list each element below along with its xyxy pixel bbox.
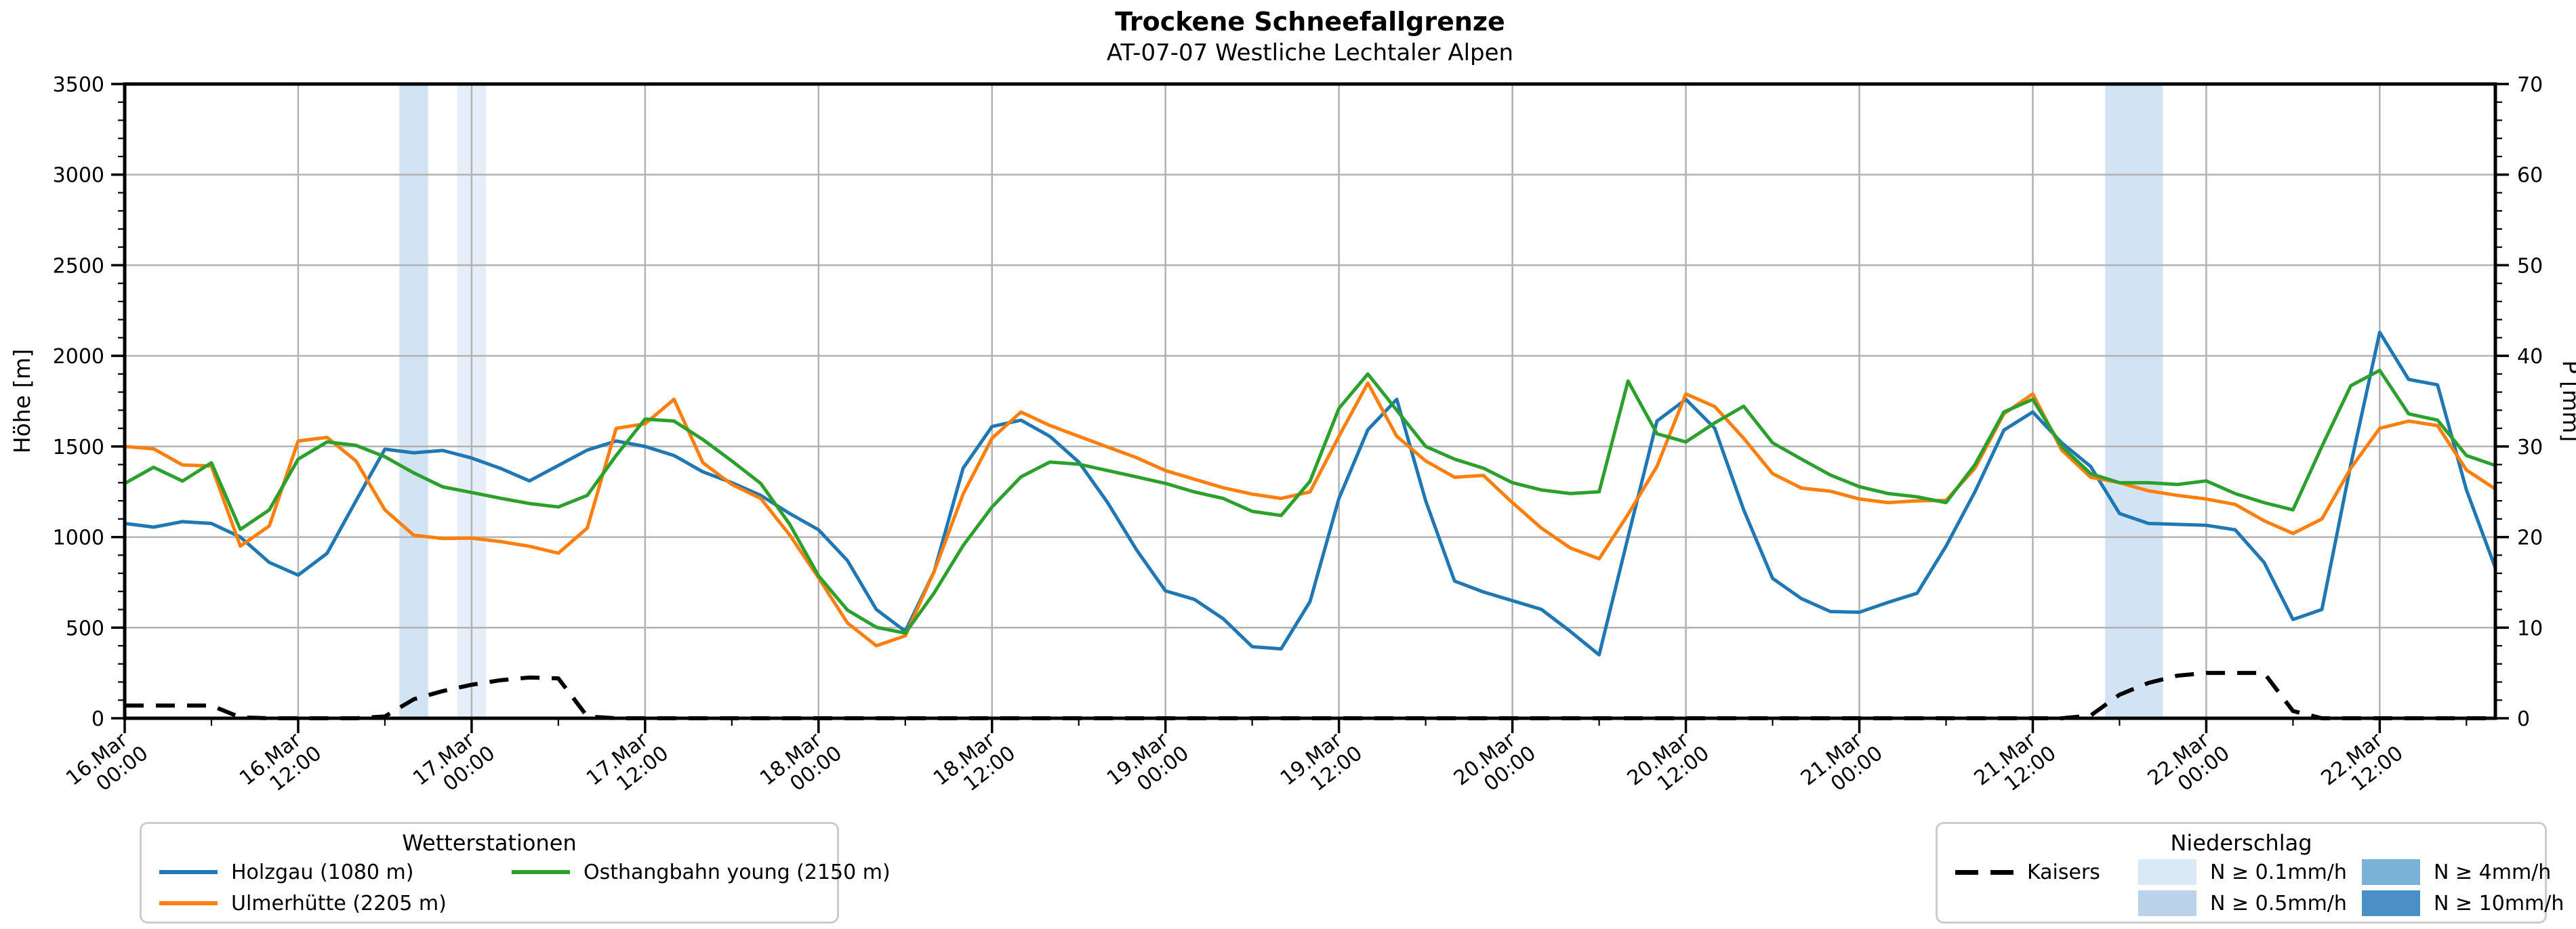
legend-item-holzgau: Holzgau (1080 m)	[159, 861, 485, 884]
legend-item-kaisers: Kaisers	[1955, 861, 2111, 884]
x-tick-label: 22.Mar12:00	[2317, 723, 2408, 808]
kaisers-dash-sample	[1955, 869, 2013, 875]
series-osthangbahn	[123, 369, 2497, 635]
precip-band	[399, 84, 428, 718]
series-holzgau	[123, 330, 2497, 657]
legend-precip-title: Niederschlag	[2170, 830, 2312, 856]
x-tick-label: 17.Mar12:00	[582, 723, 673, 808]
holzgau-label: Holzgau (1080 m)	[231, 860, 414, 884]
legend-stations: Wetterstationen Holzgau (1080 m) Osthang…	[140, 822, 891, 924]
right-tick-label: 0	[2517, 707, 2530, 731]
right-tick-label: 30	[2517, 436, 2543, 459]
left-tick-label: 3500	[53, 73, 104, 97]
legend-item-precip-01: N ≥ 0.1mm/h	[2138, 859, 2347, 885]
ulmerhuette-label: Ulmerhütte (2205 m)	[231, 891, 447, 915]
x-tick-label: 16.Mar12:00	[235, 723, 326, 808]
osthangbahn-line-sample	[512, 870, 570, 874]
x-tick-label: 17.Mar00:00	[409, 723, 499, 808]
legend-item-precip-4: N ≥ 4mm/h	[2362, 859, 2564, 885]
x-tick-label: 19.Mar00:00	[1103, 723, 1193, 808]
left-tick-label: 2500	[53, 254, 104, 278]
legend-item-precip-05: N ≥ 0.5mm/h	[2138, 890, 2347, 916]
chart-subtitle: AT-07-07 Westliche Lechtaler Alpen	[1106, 39, 1514, 66]
x-tick-label: 22.Mar00:00	[2144, 723, 2234, 808]
legend-precip: Niederschlag Kaisers N ≥ 0.1mm/h N ≥ 4mm…	[1936, 822, 2564, 924]
precip-01-patch	[2138, 859, 2196, 885]
left-tick-label: 1000	[53, 527, 104, 550]
left-axis-label: Höhe [m]	[9, 349, 35, 454]
x-tick-label: 19.Mar12:00	[1276, 723, 1367, 808]
x-tick-label: 21.Mar12:00	[1970, 723, 2061, 808]
precip-01-label: N ≥ 0.1mm/h	[2210, 860, 2347, 884]
x-tick-label: 20.Mar12:00	[1623, 723, 1714, 808]
precip-4-label: N ≥ 4mm/h	[2434, 860, 2552, 884]
axis-labels: Höhe [m] P [mm]	[9, 349, 2576, 454]
precip-05-patch	[2138, 890, 2196, 916]
legend-stations-title: Wetterstationen	[402, 830, 577, 856]
x-tick-label: 18.Mar12:00	[929, 723, 1020, 808]
osthangbahn-label: Osthangbahn young (2150 m)	[584, 860, 891, 884]
x-tick-label: 20.Mar00:00	[1450, 723, 1540, 808]
legend-item-osthangbahn: Osthangbahn young (2150 m)	[512, 861, 891, 884]
chart-title: Trockene Schneefallgrenze	[1115, 7, 1505, 37]
right-tick-label: 70	[2517, 73, 2543, 97]
x-tick-label: 21.Mar00:00	[1797, 723, 1887, 808]
plot-spines	[123, 82, 2497, 720]
right-tick-label: 40	[2517, 345, 2543, 369]
right-tick-label: 10	[2517, 617, 2543, 640]
left-tick-label: 3000	[53, 164, 104, 188]
legend-item-precip-10: N ≥ 10mm/h	[2362, 890, 2564, 916]
left-tick-label: 0	[91, 707, 104, 731]
series	[123, 330, 2497, 720]
ulmerhuette-line-sample	[159, 901, 218, 905]
right-tick-label: 20	[2517, 527, 2543, 550]
spines	[123, 82, 2497, 720]
x-tick-label: 16.Mar00:00	[62, 723, 152, 808]
precip-4-patch	[2362, 859, 2420, 885]
kaisers-label: Kaisers	[2027, 860, 2100, 884]
precip-10-label: N ≥ 10mm/h	[2434, 891, 2564, 915]
left-tick-label: 2000	[53, 345, 104, 369]
precip-10-patch	[2362, 890, 2420, 916]
left-tick-label: 1500	[53, 436, 104, 459]
precip-bands	[399, 84, 2163, 718]
series-ulmerhütte	[123, 381, 2497, 648]
x-tick-label: 18.Mar00:00	[756, 723, 846, 808]
right-tick-label: 60	[2517, 164, 2543, 188]
right-tick-label: 50	[2517, 254, 2543, 278]
series-kaisers	[125, 671, 2495, 720]
right-axis-label: P [mm]	[2558, 360, 2576, 442]
left-tick-label: 500	[66, 617, 104, 640]
precip-05-label: N ≥ 0.5mm/h	[2210, 891, 2347, 915]
legend-item-ulmerhuette: Ulmerhütte (2205 m)	[159, 892, 485, 915]
holzgau-line-sample	[159, 870, 218, 874]
precip-band	[2105, 84, 2163, 718]
